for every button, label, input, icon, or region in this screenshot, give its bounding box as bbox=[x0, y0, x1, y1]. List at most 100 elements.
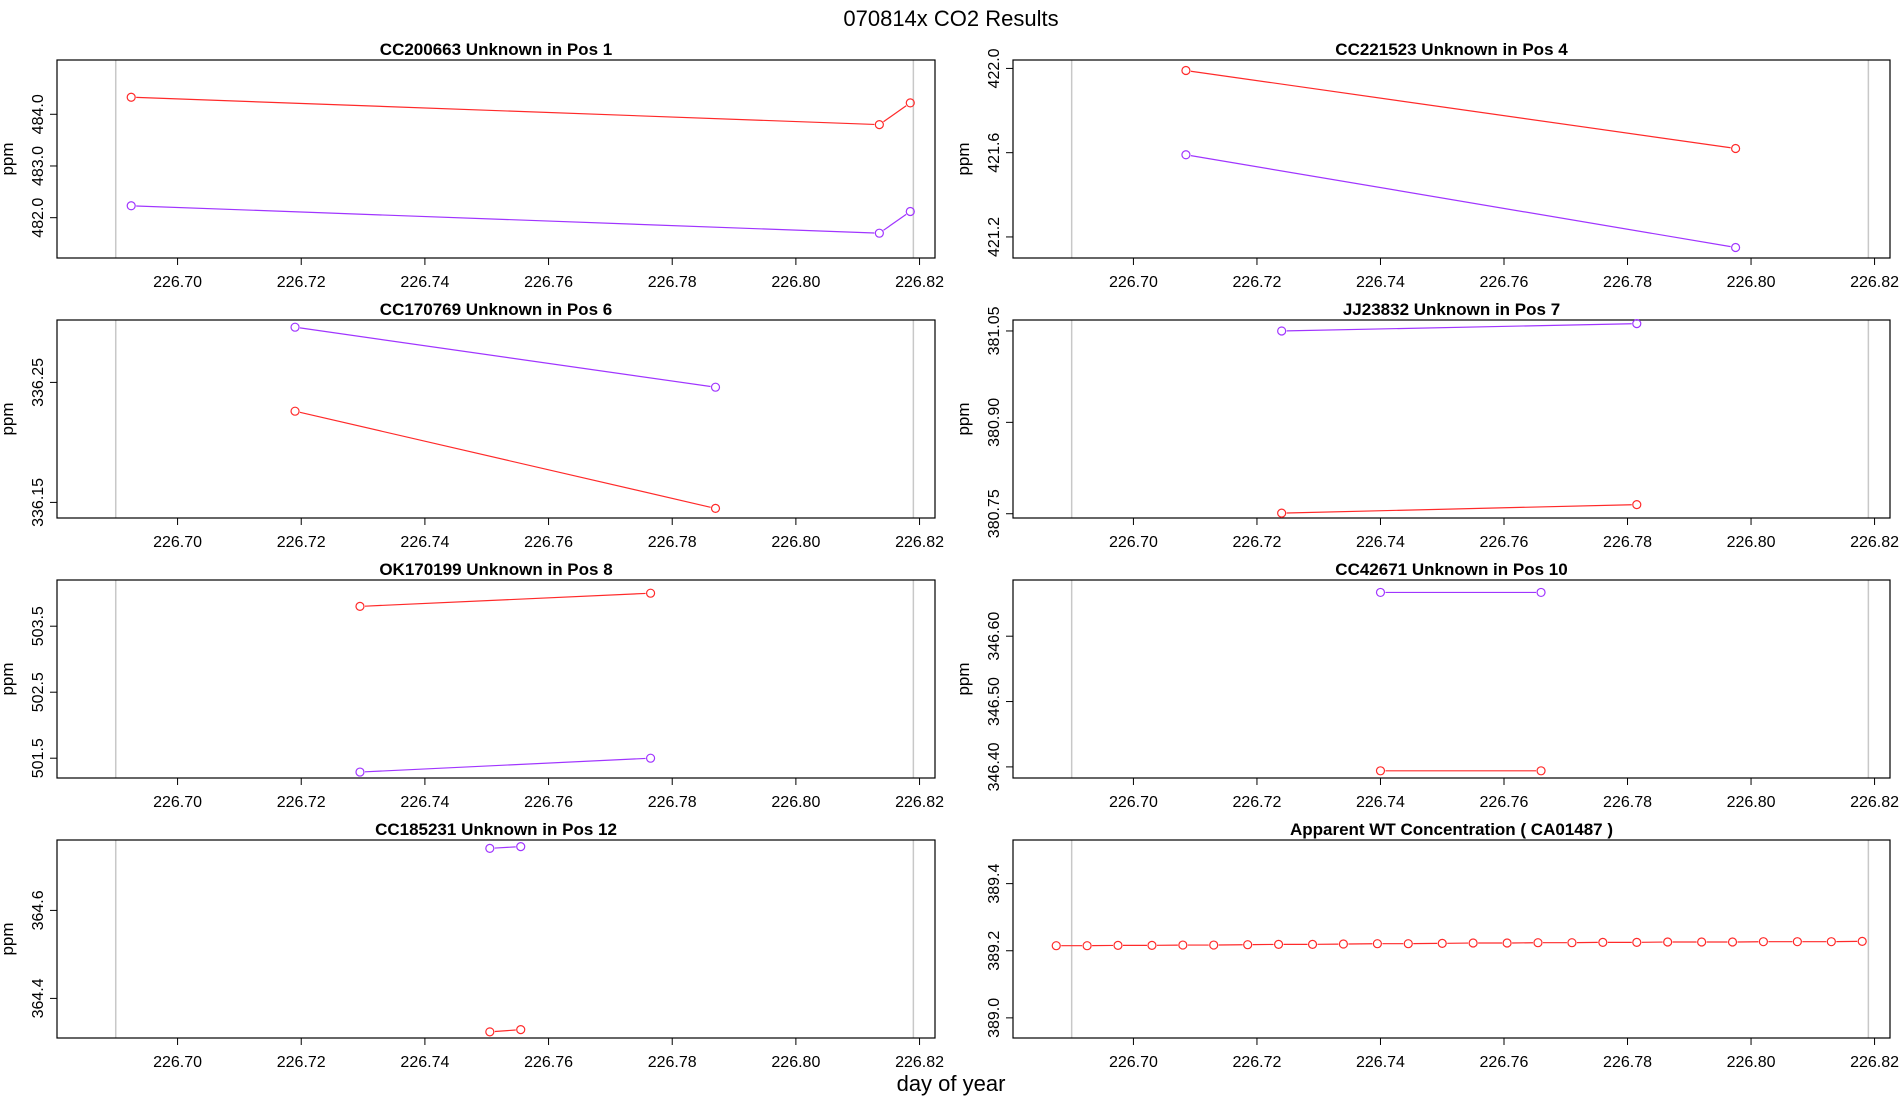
x-tick-label: 226.76 bbox=[1480, 274, 1529, 291]
series-red bbox=[355, 588, 656, 612]
series-segment bbox=[136, 205, 875, 234]
x-tick-label: 226.78 bbox=[648, 534, 697, 551]
data-point bbox=[1243, 940, 1253, 950]
data-point bbox=[1277, 508, 1287, 518]
series-segment bbox=[1190, 70, 1731, 149]
x-tick-label: 226.70 bbox=[1109, 274, 1158, 291]
data-point bbox=[874, 120, 884, 130]
chart-panel-6: CC42671 Unknown in Pos 10 226.70 226.72 226… bbox=[954, 560, 1899, 811]
y-tick-label: 421.6 bbox=[986, 133, 1003, 173]
y-tick-label: 346.60 bbox=[986, 612, 1003, 661]
data-point bbox=[126, 201, 136, 211]
series-purple bbox=[126, 201, 915, 238]
x-tick-label: 226.70 bbox=[1109, 794, 1158, 811]
plot-frame bbox=[1012, 59, 1891, 259]
y-axis-label: ppm bbox=[954, 662, 973, 695]
data-point bbox=[485, 1027, 495, 1037]
y-tick-label: 346.40 bbox=[986, 742, 1003, 791]
x-tick-label: 226.76 bbox=[1480, 534, 1529, 551]
data-point bbox=[905, 98, 915, 108]
x-tick-label: 226.76 bbox=[1480, 1054, 1529, 1071]
x-tick-label: 226.82 bbox=[895, 534, 944, 551]
x-tick-label: 226.76 bbox=[524, 794, 573, 811]
data-point bbox=[1181, 150, 1191, 160]
x-tick-label: 226.72 bbox=[1232, 794, 1281, 811]
data-point bbox=[355, 767, 365, 777]
x-tick-label: 226.70 bbox=[153, 1054, 202, 1071]
x-tick-label: 226.72 bbox=[277, 534, 326, 551]
panel-title: OK170199 Unknown in Pos 8 bbox=[379, 560, 612, 579]
data-point bbox=[874, 228, 884, 238]
plot-frame bbox=[56, 839, 936, 1039]
x-tick-label: 226.82 bbox=[895, 1054, 944, 1071]
data-point bbox=[1536, 766, 1546, 776]
plot-frame bbox=[56, 579, 936, 779]
chart-panel-5: OK170199 Unknown in Pos 8 226.70 226.72 226… bbox=[0, 560, 944, 811]
y-tick-label: 346.50 bbox=[986, 677, 1003, 726]
series-segment bbox=[494, 1029, 516, 1033]
data-point bbox=[1403, 939, 1413, 949]
data-point bbox=[1051, 941, 1061, 951]
panel-title: JJ23832 Unknown in Pos 7 bbox=[1343, 300, 1560, 319]
data-point bbox=[485, 843, 495, 853]
x-tick-label: 226.78 bbox=[1603, 274, 1652, 291]
data-point bbox=[1277, 326, 1287, 336]
y-tick-label: 389.2 bbox=[986, 931, 1003, 971]
series-red bbox=[485, 1025, 526, 1037]
x-tick-label: 226.72 bbox=[1232, 274, 1281, 291]
y-axis-label: ppm bbox=[0, 662, 17, 695]
data-point bbox=[1730, 143, 1741, 154]
data-point bbox=[1468, 938, 1478, 948]
data-point bbox=[1147, 940, 1157, 950]
plot-frame bbox=[1012, 579, 1891, 779]
x-tick-label: 226.74 bbox=[1356, 794, 1405, 811]
series-segment bbox=[299, 327, 711, 388]
data-point bbox=[1375, 587, 1386, 598]
x-tick-label: 226.78 bbox=[1603, 794, 1652, 811]
y-axis-label: ppm bbox=[954, 142, 973, 175]
x-tick-label: 226.78 bbox=[648, 1054, 697, 1071]
x-tick-label: 226.72 bbox=[1232, 1054, 1281, 1071]
x-tick-label: 226.74 bbox=[400, 274, 449, 291]
x-tick-label: 226.70 bbox=[153, 274, 202, 291]
x-tick-label: 226.70 bbox=[1109, 1054, 1158, 1071]
data-point bbox=[1181, 65, 1191, 76]
chart-panel-1: CC200663 Unknown in Pos 1 226.70 226.72 226… bbox=[0, 40, 944, 291]
data-point bbox=[1437, 938, 1447, 948]
x-tick-label: 226.80 bbox=[1727, 1054, 1776, 1071]
x-tick-label: 226.82 bbox=[1850, 794, 1899, 811]
y-tick-label: 482.0 bbox=[30, 198, 47, 238]
data-point bbox=[126, 92, 136, 102]
panel-title: CC185231 Unknown in Pos 12 bbox=[375, 820, 617, 839]
series-segment bbox=[364, 757, 646, 773]
x-tick-label: 226.76 bbox=[524, 534, 573, 551]
y-tick-label: 389.0 bbox=[986, 998, 1003, 1038]
y-axis-label: ppm bbox=[0, 402, 17, 435]
y-tick-label: 364.4 bbox=[30, 978, 47, 1018]
data-point bbox=[516, 841, 526, 852]
y-tick-label: 422.0 bbox=[986, 48, 1003, 88]
x-tick-label: 226.70 bbox=[1109, 534, 1158, 551]
series-segment bbox=[883, 105, 907, 123]
x-axis-label: day of year bbox=[897, 1071, 1006, 1096]
x-tick-label: 226.82 bbox=[895, 274, 944, 291]
plot-frame bbox=[1012, 839, 1891, 1039]
data-point bbox=[710, 503, 721, 513]
x-tick-label: 226.80 bbox=[771, 1054, 820, 1071]
data-point bbox=[1178, 940, 1188, 950]
chart-panel-2: CC221523 Unknown in Pos 4 226.70 226.72 226… bbox=[954, 40, 1899, 291]
data-point bbox=[1113, 940, 1123, 950]
x-tick-label: 226.72 bbox=[1232, 534, 1281, 551]
chart-panel-4: JJ23832 Unknown in Pos 7 226.70 226.72 226.… bbox=[954, 300, 1899, 551]
plot-frame bbox=[56, 319, 936, 519]
series-red bbox=[1181, 65, 1741, 154]
data-point bbox=[1632, 937, 1642, 947]
plot-frame bbox=[1012, 319, 1891, 519]
data-point bbox=[355, 601, 365, 612]
series-purple bbox=[1181, 150, 1741, 253]
panel-title: CC170769 Unknown in Pos 6 bbox=[380, 300, 612, 319]
y-tick-label: 364.6 bbox=[30, 890, 47, 930]
y-tick-label: 502.5 bbox=[30, 672, 47, 712]
x-tick-label: 226.74 bbox=[1356, 1054, 1405, 1071]
